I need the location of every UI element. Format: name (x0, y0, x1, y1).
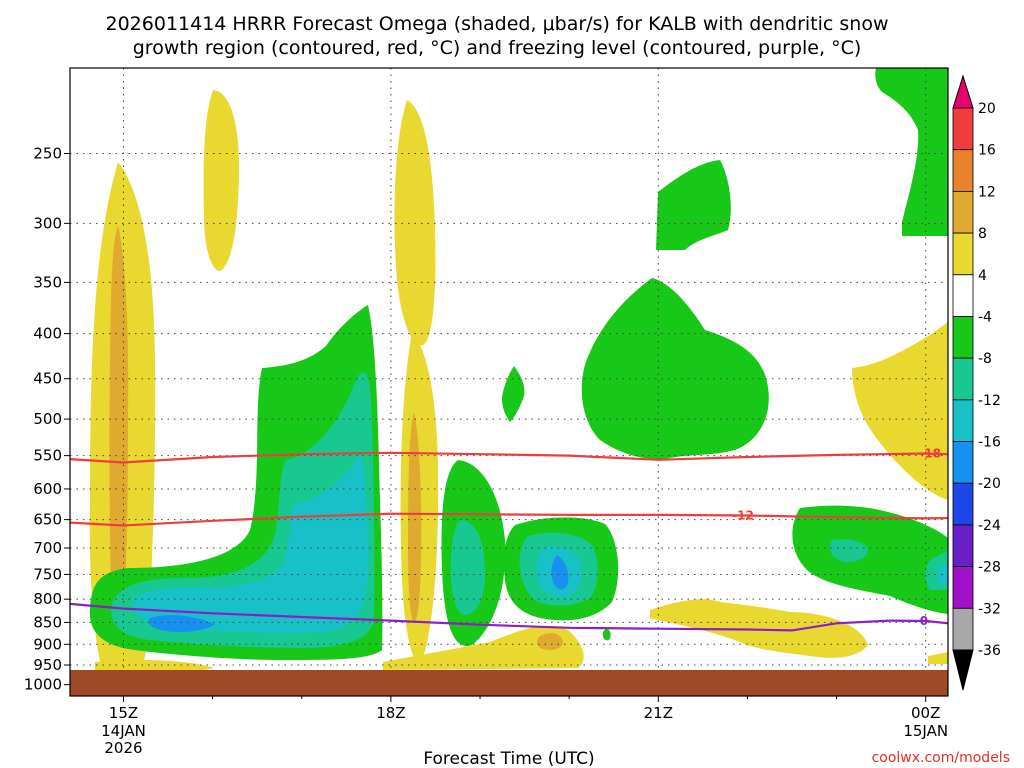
omega-fill-yellow-21z-upper (394, 100, 436, 346)
colorbar-label--24: -24 (978, 518, 1001, 534)
chart-title-line1: 2026011414 HRRR Forecast Omega (shaded, … (106, 13, 889, 35)
omega-fill-cyan-east (938, 563, 948, 584)
colorbar-label--8: -8 (978, 351, 992, 367)
y-tick-label-650: 650 (33, 511, 62, 529)
y-tick-label-250: 250 (33, 144, 62, 162)
colorbar-swatch-8 (952, 399, 974, 442)
x-sub-label-2026: 2026 (104, 739, 142, 757)
omega-fill-yellow-03z (650, 599, 868, 658)
y-tick-label-800: 800 (33, 590, 62, 608)
colorbar-top-arrow (952, 74, 974, 109)
x-tick-label-00Z: 00Z (911, 704, 940, 722)
omega-fill-teal-22z (450, 520, 486, 615)
contour-line--12C (70, 512, 948, 527)
colorbar-swatch-11 (952, 524, 974, 568)
colorbar-swatch-3 (952, 190, 974, 234)
omega-fill-yellow-near-sfc-west (95, 660, 214, 674)
x-axis-time-ticks: 15Z14JAN202618Z21Z00Z15JAN03Z06Z (101, 696, 948, 757)
colorbar-bottom-arrow (952, 649, 974, 691)
colorbar-label--28: -28 (978, 560, 1001, 576)
y-tick-label-700: 700 (33, 539, 62, 557)
x-tick-label-21Z: 21Z (644, 704, 673, 722)
y-tick-label-350: 350 (33, 273, 62, 291)
x-axis-title: Forecast Time (UTC) (423, 749, 594, 768)
colorbar-swatch-7 (952, 357, 974, 401)
y-tick-label-300: 300 (33, 214, 62, 232)
chart-title-line2: growth region (contoured, red, °C) and f… (133, 37, 862, 59)
colorbar-label--20: -20 (978, 476, 1001, 492)
colorbar-label--12: -12 (978, 393, 1001, 409)
plot-frame (69, 67, 949, 697)
ground-below-surface (70, 670, 948, 696)
y-axis-pressure-ticks: 250 300 350 400 450 500 550 600 650 700 750 800 850 9… (24, 144, 70, 694)
contour-line-0C (70, 602, 948, 632)
colorbar-swatch-2 (952, 149, 974, 192)
omega-fill-cyan-main (133, 455, 368, 633)
x-sub-label-15JAN: 15JAN (903, 722, 948, 740)
colorbar-label-16: 16 (978, 143, 996, 159)
y-tick-label-750: 750 (33, 565, 62, 583)
colorbar-swatch-12 (952, 566, 974, 609)
omega-fill-blue-00z (551, 555, 569, 590)
omega-fill-green-06z (792, 505, 948, 614)
omega-fill-yellow-east-sfc (928, 652, 948, 664)
y-tick-label-400: 400 (33, 325, 62, 343)
colorbar-swatch-13 (952, 607, 974, 651)
omega-fill-teal-06z (829, 539, 868, 562)
y-tick-label-550: 550 (33, 447, 62, 465)
omega-fill-gold-00z (537, 633, 563, 650)
omega-fill-green-03z (656, 160, 731, 250)
x-sub-label-14JAN: 14JAN (101, 722, 146, 740)
omega-fill-yellow-east (852, 322, 948, 500)
contour-line--18C (70, 451, 948, 464)
omega-fill-gold-21z (408, 412, 422, 622)
omega-fill-yellow-near-sfc-23z (383, 625, 584, 670)
colorbar-label-4: 4 (978, 268, 987, 284)
y-tick-label-850: 850 (33, 613, 62, 631)
omega-colorbar: 20 16 12 8 4 -4 -8 -12 -16 -20 -24 -28 -32 -36 (952, 74, 1001, 691)
colorbar-swatch-9 (952, 441, 974, 484)
y-tick-label-900: 900 (33, 635, 62, 653)
colorbar-swatch-6 (952, 316, 974, 359)
colorbar-swatch-4 (952, 232, 974, 276)
contour-label--12C: -12 (732, 508, 754, 522)
y-tick-label-1000: 1000 (24, 676, 62, 694)
omega-fill-green-ne (875, 68, 948, 236)
colorbar-label-20: 20 (978, 101, 996, 117)
omega-fill-yellow-17z (203, 90, 240, 271)
omega-fill-green-small-a (501, 366, 525, 422)
colorbar-label-12: 12 (978, 184, 996, 200)
colorbar-label--36: -36 (978, 643, 1001, 659)
omega-shading (89, 68, 948, 696)
omega-fill-blue-main (148, 615, 215, 632)
colorbar-label--16: -16 (978, 435, 1001, 451)
y-tick-label-950: 950 (33, 656, 62, 674)
y-tick-label-500: 500 (33, 410, 62, 428)
y-tick-label-450: 450 (33, 370, 62, 388)
x-tick-label-18Z: 18Z (376, 704, 405, 722)
y-tick-label-600: 600 (33, 480, 62, 498)
omega-fill-green-01z (581, 278, 769, 460)
contour-label--18C: -18 (919, 447, 941, 461)
colorbar-label--32: -32 (978, 601, 1001, 617)
contour-label-0C: 0 (920, 614, 928, 628)
colorbar-label--4: -4 (978, 309, 992, 325)
colorbar-swatch-5 (952, 274, 974, 317)
temperature-contours: -18-18-12-1200 (70, 447, 948, 632)
x-tick-label-15Z: 15Z (109, 704, 138, 722)
x-gridlines (122, 68, 927, 696)
plot-area: -18-18-12-1200 (70, 68, 948, 696)
omega-fill-green-small-b (602, 628, 611, 641)
credit-text: coolwx.com/models (872, 750, 1010, 766)
colorbar-swatch-1 (952, 107, 974, 151)
colorbar-label-8: 8 (978, 226, 987, 242)
colorbar-swatch-10 (952, 482, 974, 526)
omega-fill-gold-15z (109, 225, 129, 635)
